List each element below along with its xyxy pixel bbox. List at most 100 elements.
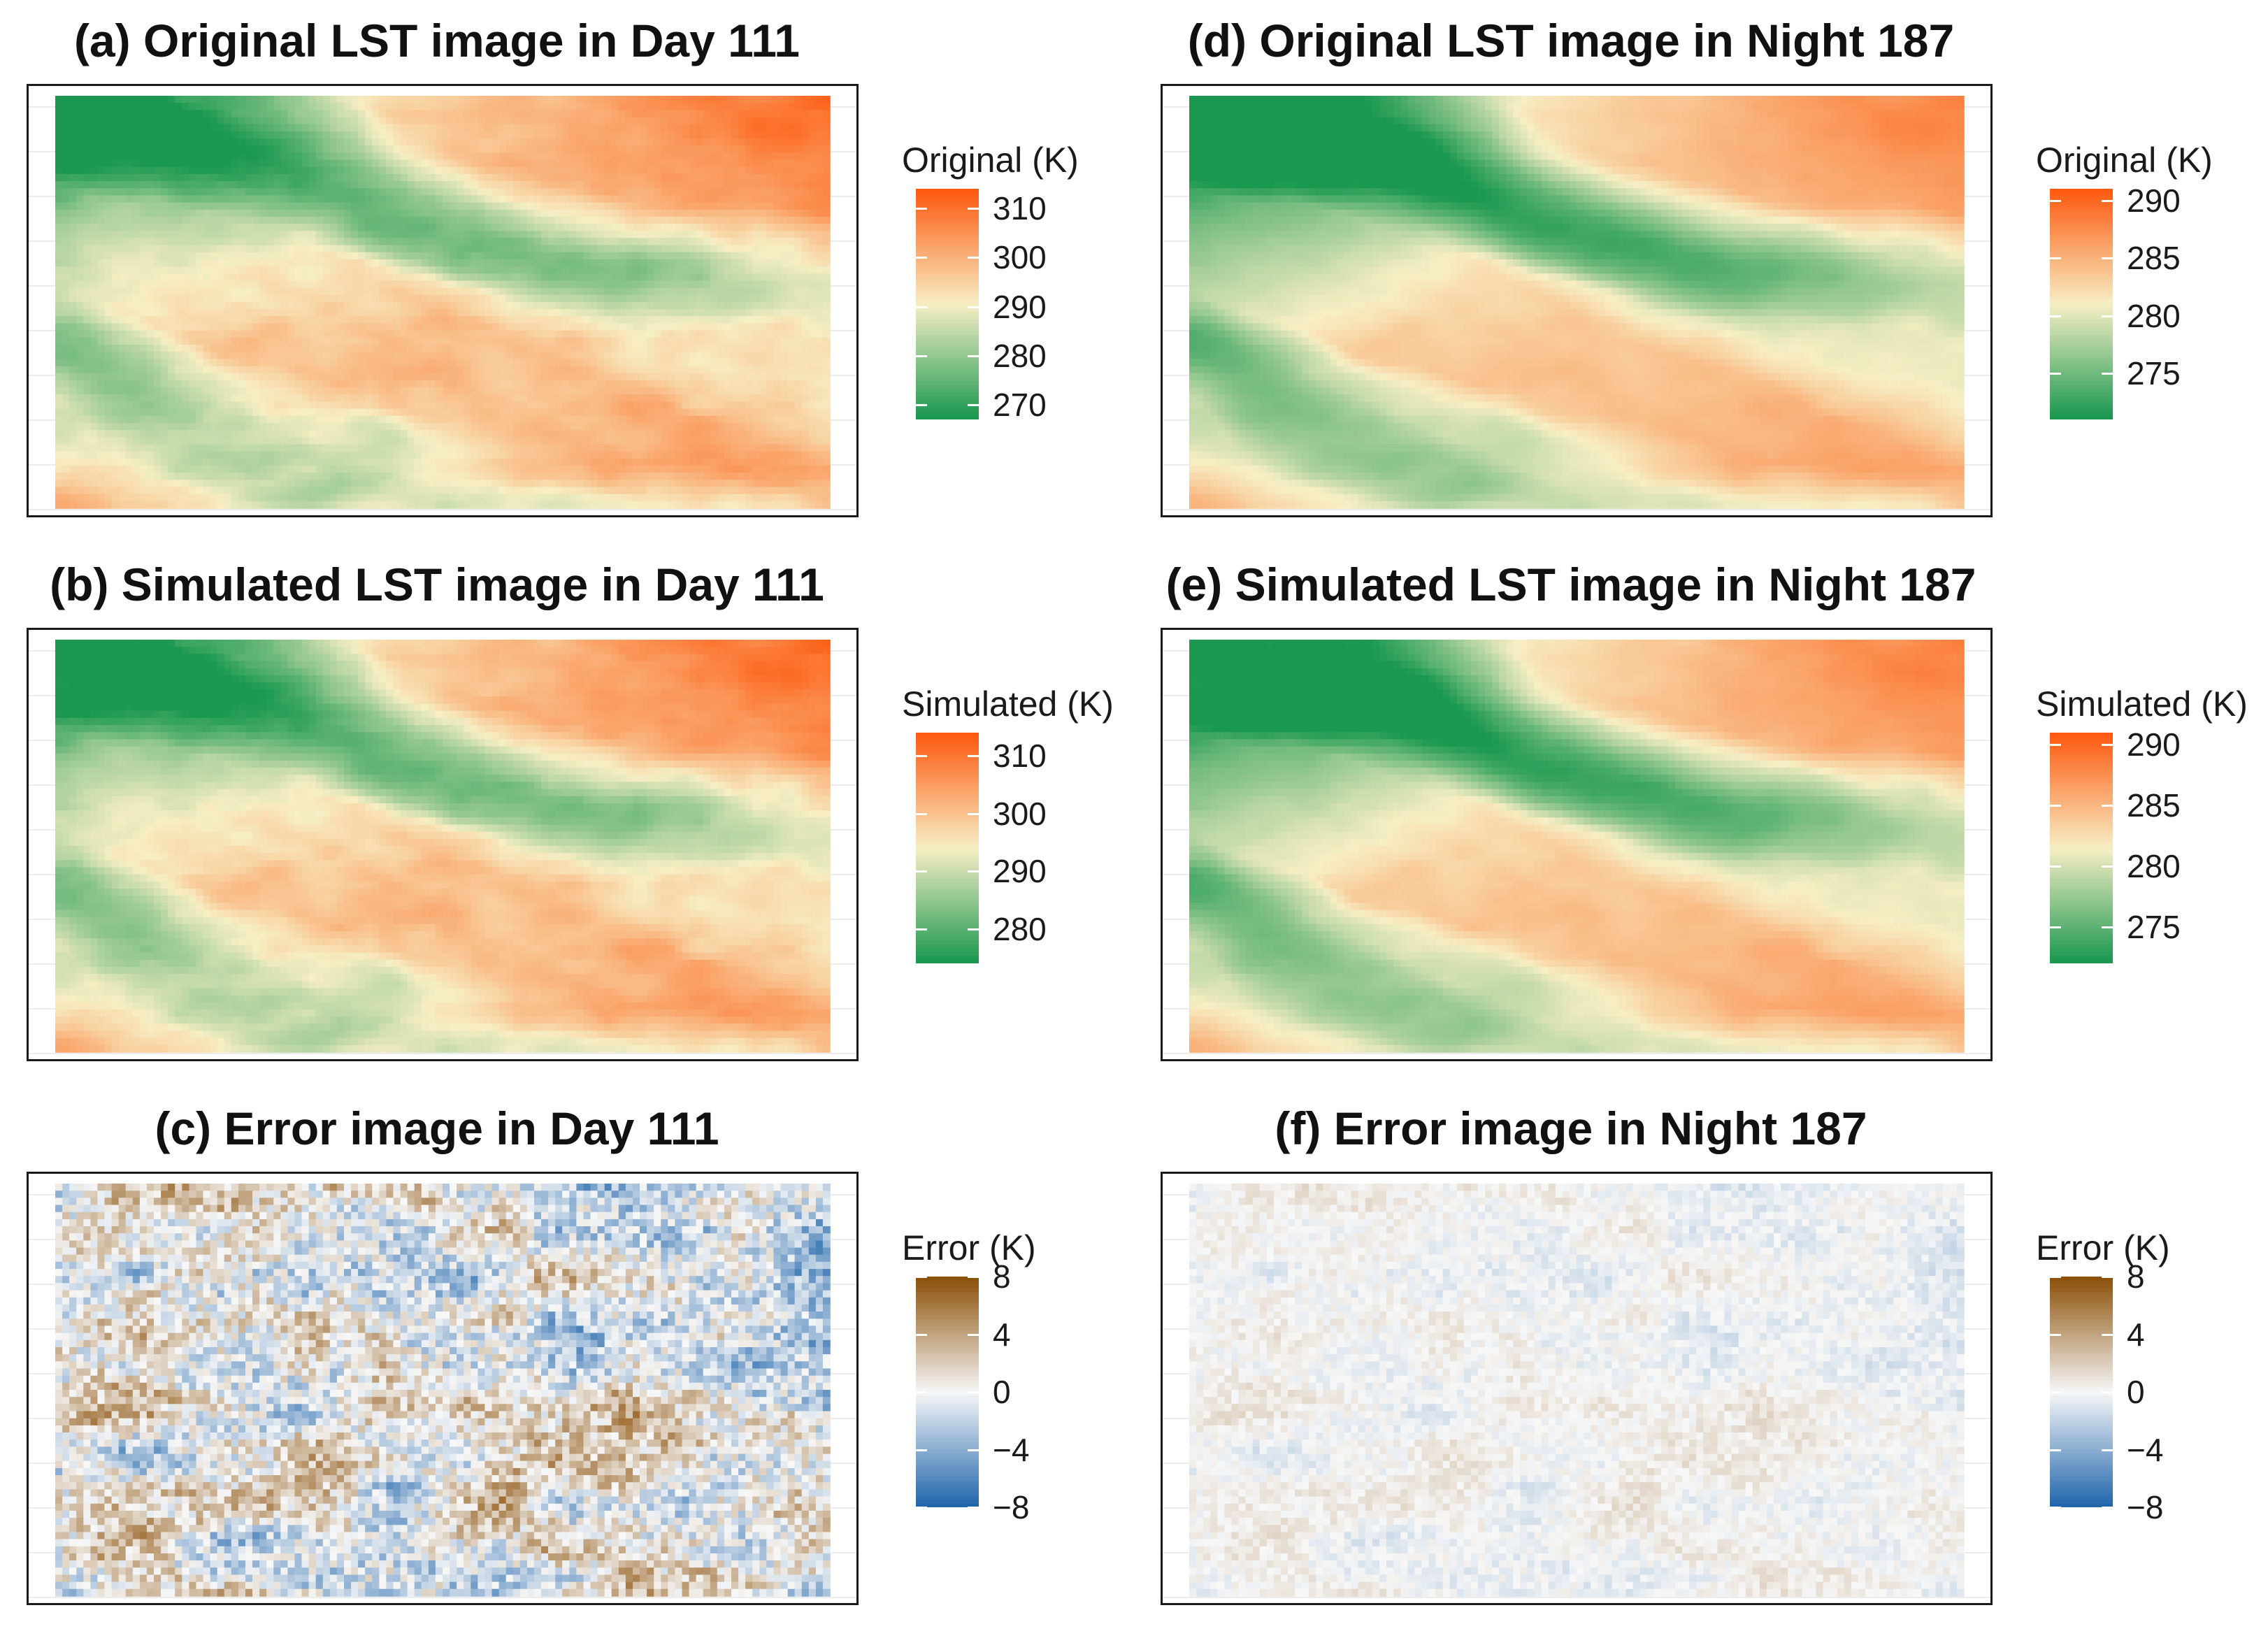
heatmap-cell [512,195,521,203]
heatmap-cell [428,401,436,410]
heatmap-cell [471,323,479,331]
heatmap-cell [161,216,168,224]
heatmap-cell [407,245,415,253]
heatmap-cell [766,124,775,132]
heatmap-cell [161,387,168,396]
heatmap-cell [640,316,647,324]
heatmap-cell [90,394,99,403]
heatmap-cell [654,302,662,310]
heatmap-cell [675,195,683,203]
heatmap-cell [231,216,239,224]
heatmap-cell [752,224,761,232]
heatmap-cell [682,337,690,345]
heatmap-cell [625,124,633,132]
heatmap-cell [682,138,690,146]
heatmap-cell [731,337,739,345]
heatmap-cell [752,173,761,182]
heatmap-cell [379,145,387,154]
heatmap-cell [548,302,556,310]
heatmap-cell [787,252,796,260]
heatmap-cell [519,302,528,310]
heatmap-cell [710,202,718,210]
heatmap-cell [703,195,711,203]
heatmap-cell [618,294,626,303]
heatmap-cell [161,159,168,168]
heatmap-cell [780,159,789,168]
heatmap-cell [597,252,605,260]
heatmap-cell [280,252,289,260]
heatmap-cell [168,401,176,410]
heatmap-cell [76,202,85,210]
heatmap-cell [787,309,796,317]
heatmap-cell [344,309,352,317]
heatmap-cell [618,188,626,196]
heatmap-cell [576,380,584,388]
heatmap-cell [485,373,493,381]
heatmap-cell [407,224,415,232]
heatmap-cell [519,408,528,417]
heatmap-cell [259,323,267,331]
heatmap-cell [491,145,500,154]
heatmap-cell [675,330,683,338]
heatmap-cell [146,181,155,189]
heatmap-cell [400,173,408,182]
heatmap-cell [668,117,676,125]
heatmap-cell [611,152,619,161]
heatmap-cell [301,373,310,381]
heatmap-cell [773,309,782,317]
heatmap-cell [526,117,535,125]
heatmap-cell [485,380,493,388]
heatmap-cell [590,131,598,139]
heatmap-cell [55,294,63,303]
heatmap-cell [555,280,564,289]
heatmap-cell [822,216,831,224]
heatmap-cell [696,323,704,331]
heatmap-cell [161,173,168,182]
heatmap-cell [393,252,401,260]
heatmap-cell [738,216,746,224]
heatmap-cell [132,266,141,275]
heatmap-cell [485,259,493,267]
heatmap-cell [815,216,824,224]
heatmap-cell [471,103,479,111]
heatmap-cell [308,224,317,232]
heatmap-cell [478,110,486,118]
heatmap-cell [759,337,768,345]
heatmap-cell [478,159,486,168]
heatmap-cell [273,216,282,224]
heatmap-cell [104,159,113,168]
heatmap-cell [372,103,380,111]
heatmap-cell [111,110,120,118]
heatmap-cell [238,138,246,146]
heatmap-cell [386,309,394,317]
heatmap-cell [365,195,373,203]
heatmap-cell [780,401,789,410]
heatmap-cell [562,117,570,125]
heatmap-cell [132,280,141,289]
heatmap-cell [548,287,556,296]
heatmap-cell [443,202,450,210]
heatmap-cell [640,238,647,246]
heatmap-cell [731,316,739,324]
heatmap-cell [125,352,134,360]
heatmap-cell [618,209,626,217]
heatmap-cell [435,138,443,146]
heatmap-cell [498,401,507,410]
heatmap-cell [76,209,85,217]
heatmap-cell [541,366,549,374]
heatmap-cell [759,103,768,111]
heatmap-cell [696,188,704,196]
heatmap-cell [555,202,564,210]
heatmap-cell [668,231,676,239]
heatmap-cell [336,337,345,345]
heatmap-cell [90,352,99,360]
heatmap-cell [90,138,99,146]
heatmap-cell [633,152,640,161]
heatmap-cell [139,373,148,381]
heatmap-cell [83,224,92,232]
heatmap-cell [583,103,591,111]
heatmap-cell [794,359,803,367]
heatmap-cell [689,323,697,331]
heatmap-cell [245,266,253,275]
heatmap-cell [801,202,810,210]
